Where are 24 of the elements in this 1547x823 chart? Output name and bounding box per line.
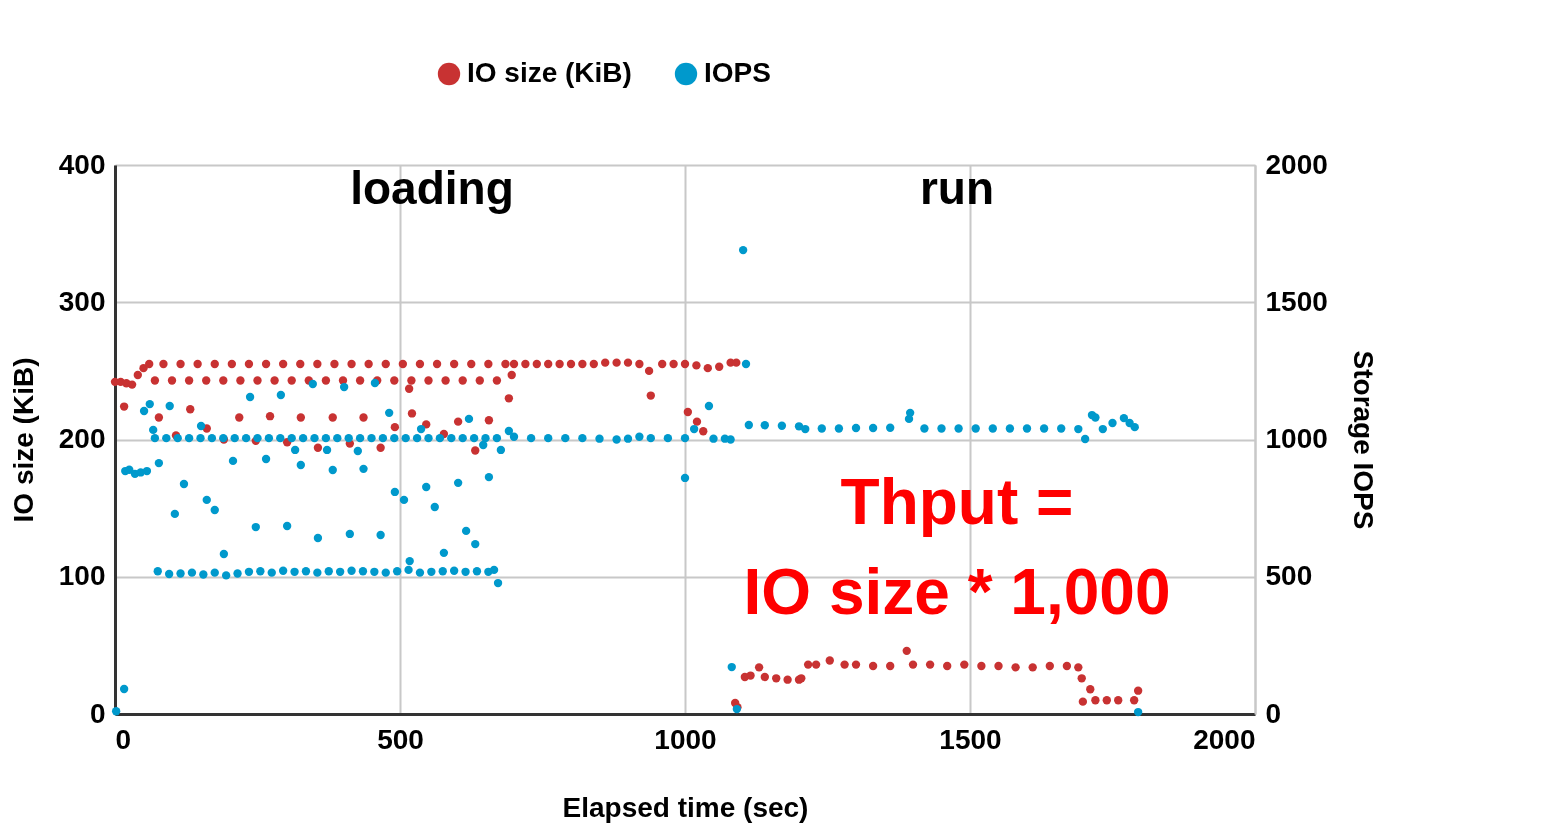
x-tick-label: 500 [377, 723, 424, 755]
y-tick-label: 0 [89, 697, 106, 729]
annotation: IO size * 1,000 [743, 556, 1171, 628]
annotation: run [919, 162, 995, 214]
y-tick-label: 100 [58, 560, 106, 592]
x-tick-label: 1500 [939, 723, 1002, 755]
annotation: Thput = [840, 466, 1074, 538]
y2-tick-label: 500 [1265, 560, 1313, 592]
y-axis-title: IO size (KiB) [7, 357, 39, 523]
x-tick-label: 1000 [654, 723, 717, 755]
y2-tick-label: 1000 [1265, 423, 1328, 454]
y2-tick-label: 0 [1265, 697, 1282, 729]
x-tick-label: 2000 [1193, 723, 1256, 755]
legend-label: IOPS [704, 57, 771, 88]
y-tick-label: 300 [58, 285, 106, 317]
annotation: loading [350, 162, 514, 214]
y2-tick-label: 1500 [1265, 285, 1328, 317]
x-axis-title: Elapsed time (sec) [562, 791, 809, 823]
y-tick-label: 200 [58, 423, 106, 454]
y2-axis-title: Storage IOPS [1347, 350, 1379, 530]
y-tick-label: 400 [58, 148, 106, 180]
x-tick-label: 0 [115, 723, 132, 755]
legend-label: IO size (KiB) [467, 57, 632, 88]
y2-tick-label: 2000 [1265, 148, 1328, 180]
